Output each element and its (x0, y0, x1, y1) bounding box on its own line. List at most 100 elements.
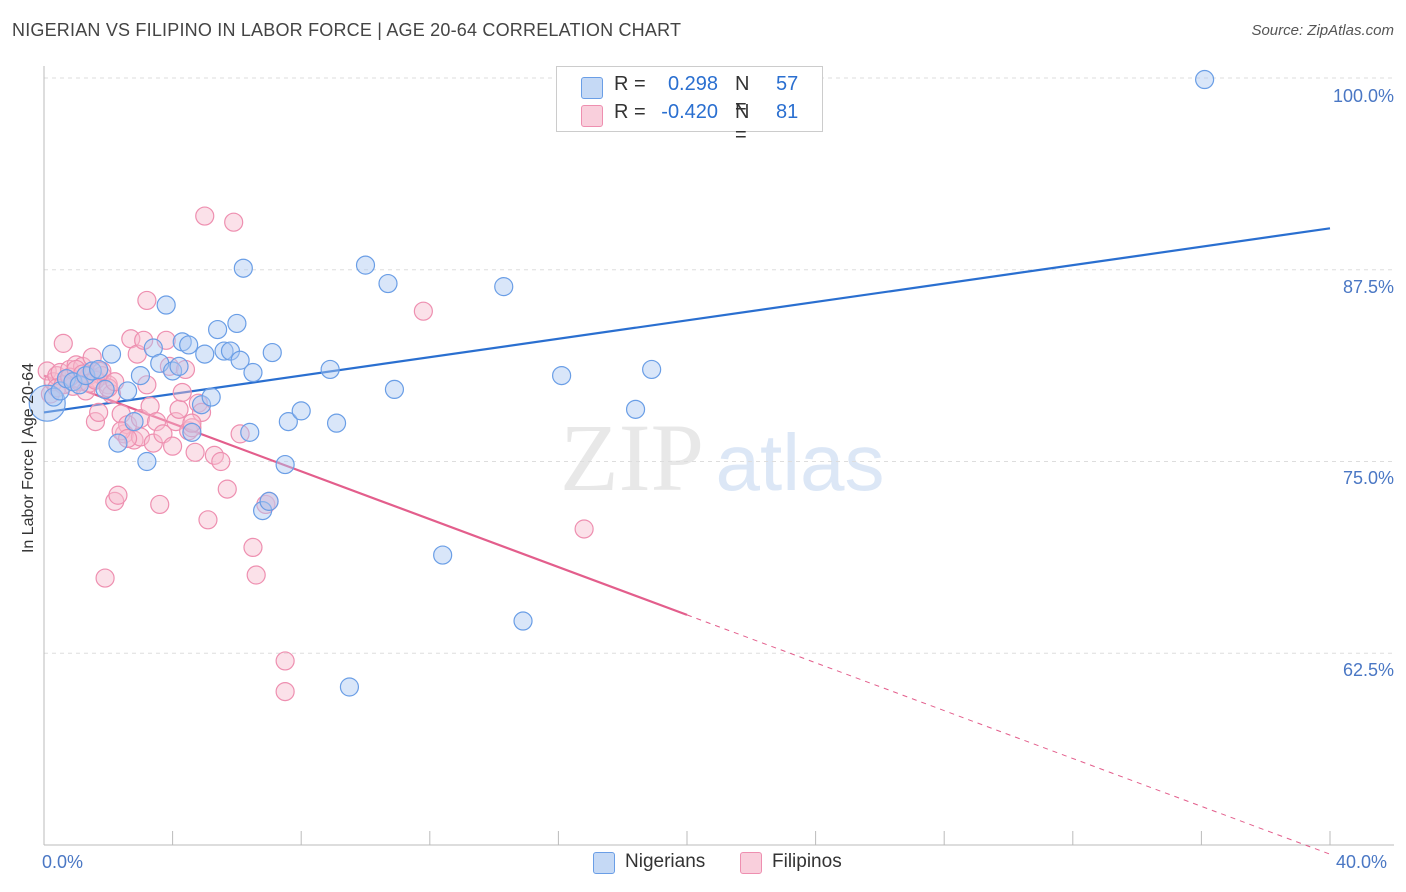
nigerians-point (230, 350, 250, 370)
legend-n-label: N = (735, 73, 750, 118)
filipinos-point (574, 519, 594, 539)
legend-r-value: 0.298 (667, 73, 718, 95)
nigerians-point (291, 401, 311, 421)
nigerians-point (240, 422, 260, 442)
nigerians-point (552, 365, 572, 386)
filipinos-point (108, 485, 128, 505)
nigerians-point (625, 399, 646, 419)
y-tick-label: 62.5% (1342, 660, 1394, 680)
legend-swatch-blue (581, 77, 603, 99)
y-axis-label: In Labor Force | Age 20-64 (20, 362, 37, 554)
nigerians-point (137, 451, 157, 472)
filipinos-point (179, 421, 199, 441)
nigerians-point (513, 611, 533, 631)
nigerians-point (169, 356, 189, 376)
filipinos-points (37, 206, 594, 702)
nigerians-point (191, 395, 212, 415)
nigerians-point (1195, 69, 1215, 90)
nigerians-point (233, 258, 253, 278)
x-tick-label-min: 0.0% (42, 852, 84, 872)
chart-title: NIGERIAN VS FILIPINO IN LABOR FORCE | AG… (12, 20, 682, 40)
legend-swatch-pink (581, 105, 603, 127)
nigerians-point (262, 342, 282, 363)
nigerians-point (494, 277, 514, 297)
filipinos-point (137, 290, 157, 311)
correlation-legend: R = 0.298 N = 57 R = -0.420 N = 81 (556, 66, 823, 146)
filipinos-point (275, 681, 295, 702)
nigerians-point (275, 454, 295, 475)
filipinos-point (134, 330, 154, 350)
filipinos-point (150, 494, 170, 515)
filipinos-point (53, 333, 73, 353)
nigerians-point (195, 344, 215, 364)
nigerians-point (208, 319, 228, 340)
filipinos-point (146, 412, 167, 432)
filipinos-point (185, 442, 205, 462)
nigerians-point (320, 359, 340, 380)
legend-n-value: 57 (776, 73, 799, 95)
filipinos-point (246, 565, 266, 585)
filipinos-point (191, 402, 212, 423)
filipinos-point (217, 479, 237, 499)
nigerians-point (227, 313, 247, 334)
filipinos-point (224, 212, 244, 232)
axes (43, 66, 1394, 846)
nigerians-point (95, 379, 115, 400)
filipinos-point (275, 651, 295, 671)
y-tick-label: 75.0% (1342, 468, 1394, 488)
nigerians-point (259, 491, 279, 511)
nigerians-point (642, 359, 662, 380)
nigerians-point (378, 273, 398, 294)
legend-n-value: 81 (776, 101, 799, 123)
filipinos-point (169, 399, 189, 419)
filipinos-point (230, 424, 250, 444)
filipinos-point (89, 402, 109, 423)
filipinos-point (163, 436, 183, 456)
x-tick-label-max: 40.0% (1336, 852, 1388, 872)
y-tick-label: 100.0% (1332, 86, 1394, 106)
nigerians-point (384, 379, 405, 400)
filipinos-point (95, 568, 115, 588)
filipinos-point (243, 537, 263, 558)
source-label: Source: ZipAtlas.com (1251, 22, 1394, 39)
nigerians-point (82, 361, 102, 381)
nigerians-points (28, 69, 1215, 697)
nigerians-point (355, 255, 376, 275)
nigerians-point (214, 341, 234, 361)
filipinos-point (182, 418, 202, 438)
nigerians-point (117, 381, 138, 401)
nigerians-point (339, 677, 360, 697)
watermark: ZIP atlas (560, 404, 884, 511)
nigerians-point (89, 359, 109, 380)
nigerians-point (433, 545, 453, 565)
nigerians-point (326, 413, 347, 433)
bottom-legend-swatch-blue (593, 852, 615, 874)
nigerians-point (156, 295, 176, 315)
filipinos-point (198, 510, 218, 530)
legend-r-label: R = (614, 73, 646, 95)
watermark-atlas: atlas (716, 418, 885, 507)
nigerians-point (243, 362, 263, 383)
nigerians-point (179, 335, 199, 355)
nigerians-point (182, 422, 202, 442)
filipinos-trend-extension (686, 614, 1331, 855)
nigerians-trend-line (43, 227, 1331, 414)
legend-r-value: -0.420 (661, 101, 718, 123)
watermark-zip: ZIP (560, 404, 704, 511)
nigerians-point (201, 387, 221, 407)
bottom-legend-swatch-pink (740, 852, 762, 874)
nigerians-point (130, 365, 151, 386)
bottom-legend-label: Filipinos (772, 851, 842, 872)
nigerians-point (278, 412, 298, 432)
nigerians-point (101, 344, 122, 364)
bottom-legend-label: Nigerians (625, 851, 706, 872)
filipinos-point (117, 428, 138, 449)
y-tick-label: 87.5% (1342, 277, 1394, 297)
legend-r-label: R = (614, 101, 646, 123)
filipinos-point (195, 206, 215, 226)
filipinos-point (172, 382, 192, 403)
nigerians-point (108, 433, 128, 453)
filipinos-point (211, 451, 231, 472)
nigerians-point (124, 412, 144, 432)
